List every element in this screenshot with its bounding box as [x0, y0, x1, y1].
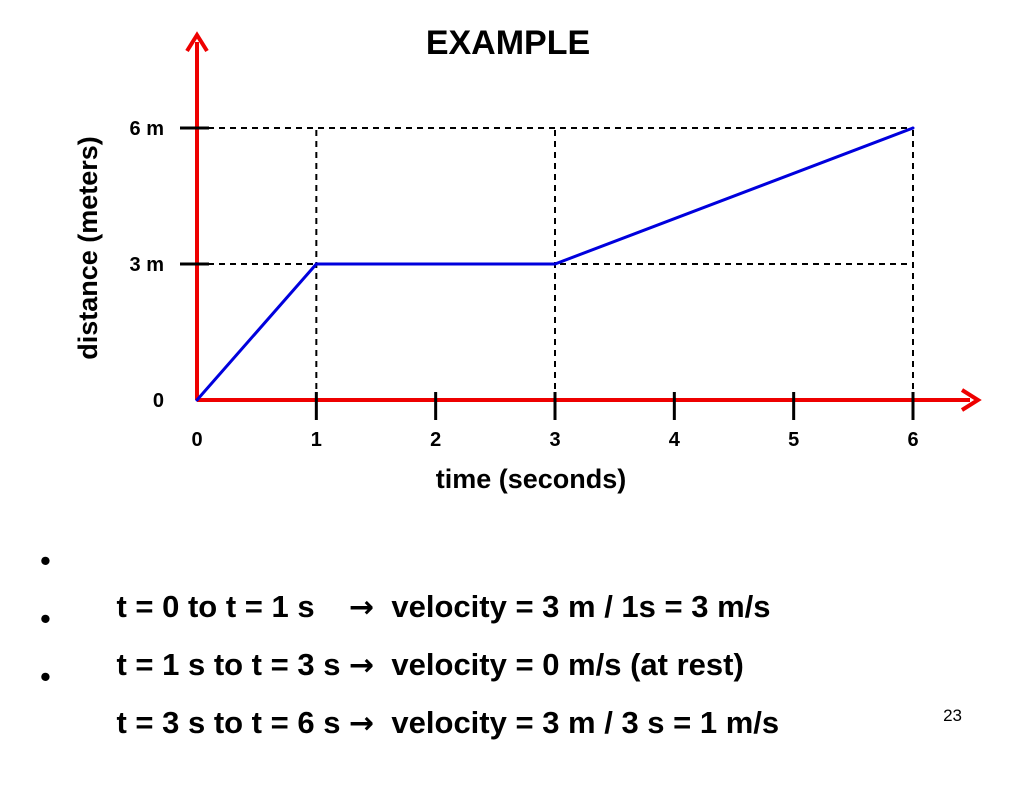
- bullet-interval: t = 0 to t = 1 s: [116, 589, 350, 624]
- bullet-interval: t = 3 s to t = 6 s: [116, 705, 350, 740]
- distance-time-chart: 0 1 2 3 4 5 6 0 3 m 6 m time (seconds) distance (…: [73, 31, 982, 494]
- y-axis-label: distance (meters): [73, 136, 103, 360]
- x-tick-label: 0: [191, 429, 202, 451]
- x-axis-label: time (seconds): [436, 464, 627, 494]
- bullet-velocity: velocity = 3 m / 1s = 3 m/s: [374, 589, 771, 624]
- data-point: [553, 262, 557, 266]
- slide-title: EXAMPLE: [425, 24, 591, 62]
- distance-series-line: [195, 126, 914, 401]
- y-tick-label: 6 m: [130, 118, 164, 140]
- bullet-item: • t = 1 s to t = 3 s → velocity = 0 m/s (…: [40, 596, 779, 683]
- data-point: [195, 398, 199, 402]
- ticks: [180, 126, 915, 420]
- x-tick-label: 3: [549, 429, 560, 451]
- bullet-list: • t = 0 to t = 1 s → velocity = 3 m / 1s …: [40, 538, 779, 741]
- arrow-right-icon: →: [349, 706, 375, 741]
- data-point: [314, 262, 318, 266]
- x-tick-label: 1: [311, 429, 322, 451]
- axes: [185, 31, 982, 412]
- x-tick-label: 2: [430, 429, 441, 451]
- x-tick-label: 6: [907, 429, 918, 451]
- x-tick-label: 5: [788, 429, 799, 451]
- arrow-right-icon: →: [349, 648, 375, 683]
- arrow-right-icon: →: [349, 590, 375, 625]
- bullet-item: • t = 0 to t = 1 s → velocity = 3 m / 1s …: [40, 538, 779, 625]
- y-tick-label: 0: [153, 390, 164, 412]
- bullet-item: • t = 3 s to t = 6 s → velocity = 3 m / 3…: [40, 654, 779, 741]
- x-tick-label: 4: [669, 429, 681, 451]
- page-number: 23: [943, 706, 962, 725]
- bullet-dot: •: [40, 601, 51, 636]
- bullet-velocity: velocity = 0 m/s (at rest): [374, 647, 744, 682]
- bullet-velocity: velocity = 3 m / 3 s = 1 m/s: [374, 705, 780, 740]
- data-point: [911, 126, 915, 130]
- y-axis-arrow-icon: [185, 31, 209, 53]
- x-axis-arrow-icon: [960, 388, 982, 412]
- series: [195, 126, 915, 402]
- bullet-dot: •: [40, 543, 51, 578]
- tick-labels: 0 1 2 3 4 5 6 0 3 m 6 m: [130, 118, 919, 451]
- bullet-interval: t = 1 s to t = 3 s: [116, 647, 350, 682]
- y-tick-label: 3 m: [130, 254, 164, 276]
- bullet-dot: •: [40, 659, 51, 694]
